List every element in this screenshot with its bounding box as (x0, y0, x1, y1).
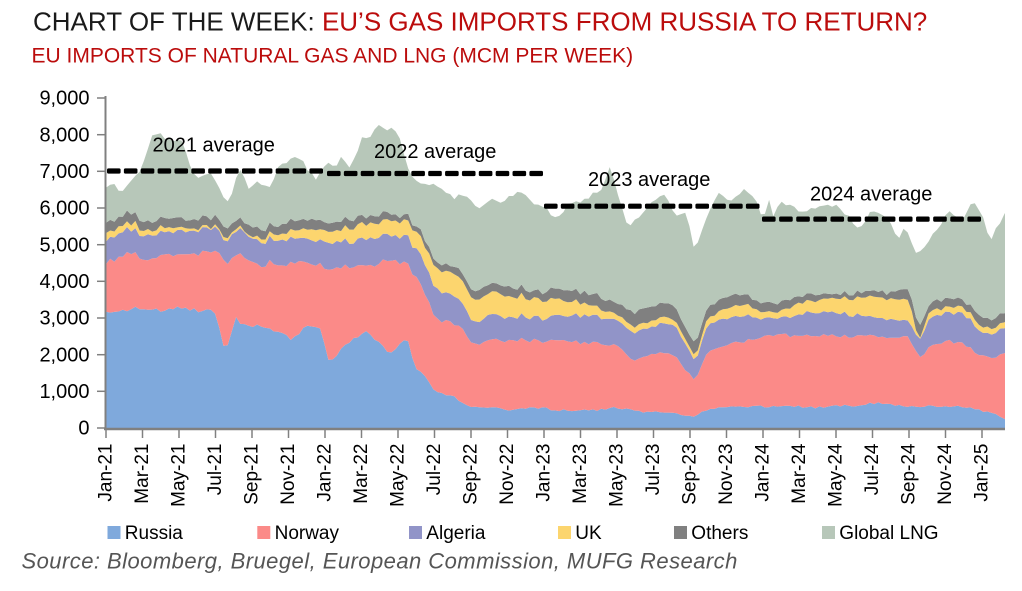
svg-text:Jan-25: Jan-25 (971, 444, 992, 502)
svg-text:Global LNG: Global LNG (839, 523, 938, 544)
svg-text:UK: UK (575, 523, 602, 544)
svg-text:Mar-21: Mar-21 (132, 444, 153, 504)
svg-text:Nov-22: Nov-22 (497, 444, 518, 505)
svg-text:Norway: Norway (275, 523, 340, 544)
svg-text:2022 average: 2022 average (374, 141, 496, 163)
svg-text:2021 average: 2021 average (153, 135, 275, 157)
svg-text:CHART OF THE WEEK: EU’S GAS IM: CHART OF THE WEEK: EU’S GAS IMPORTS FROM… (33, 7, 927, 37)
svg-text:Jul-23: Jul-23 (643, 444, 664, 496)
svg-text:Algeria: Algeria (426, 523, 486, 544)
svg-text:Others: Others (691, 523, 748, 544)
svg-text:Sep-23: Sep-23 (679, 444, 700, 505)
svg-text:Mar-23: Mar-23 (570, 444, 591, 504)
svg-text:4,000: 4,000 (39, 271, 89, 293)
svg-text:Sep-21: Sep-21 (241, 444, 262, 505)
svg-text:5,000: 5,000 (39, 234, 89, 256)
svg-text:0: 0 (78, 418, 89, 440)
svg-text:7,000: 7,000 (39, 161, 89, 183)
svg-text:Nov-23: Nov-23 (716, 444, 737, 505)
svg-text:Mar-24: Mar-24 (789, 443, 810, 504)
svg-text:Jul-22: Jul-22 (424, 444, 445, 496)
svg-text:Jan-23: Jan-23 (533, 444, 554, 502)
svg-text:8,000: 8,000 (39, 124, 89, 146)
svg-text:Jan-22: Jan-22 (314, 444, 335, 502)
svg-text:Jan-24: Jan-24 (752, 443, 773, 502)
svg-text:Source: Bloomberg, Bruegel, Eu: Source: Bloomberg, Bruegel, European Com… (22, 549, 738, 574)
svg-text:9,000: 9,000 (39, 88, 89, 110)
svg-text:Sep-22: Sep-22 (460, 444, 481, 505)
svg-text:Sep-24: Sep-24 (898, 443, 919, 505)
svg-text:2,000: 2,000 (39, 344, 89, 366)
svg-text:Jan-21: Jan-21 (95, 444, 116, 502)
svg-text:Russia: Russia (125, 523, 184, 544)
svg-text:3,000: 3,000 (39, 308, 89, 330)
svg-text:Nov-21: Nov-21 (278, 444, 299, 505)
svg-text:Nov-24: Nov-24 (935, 443, 956, 505)
svg-text:6,000: 6,000 (39, 198, 89, 220)
svg-text:Jul-21: Jul-21 (205, 444, 226, 496)
svg-text:EU IMPORTS OF NATURAL GAS AND: EU IMPORTS OF NATURAL GAS AND LNG (MCM P… (32, 45, 634, 68)
svg-text:May-24: May-24 (825, 443, 846, 507)
svg-text:May-23: May-23 (606, 444, 627, 507)
svg-text:May-22: May-22 (387, 444, 408, 507)
svg-text:2023 average: 2023 average (588, 169, 710, 191)
svg-text:2024 average: 2024 average (810, 184, 932, 206)
svg-text:Jul-24: Jul-24 (862, 443, 883, 495)
svg-text:1,000: 1,000 (39, 381, 89, 403)
svg-text:May-21: May-21 (168, 444, 189, 507)
svg-text:Mar-22: Mar-22 (351, 444, 372, 504)
